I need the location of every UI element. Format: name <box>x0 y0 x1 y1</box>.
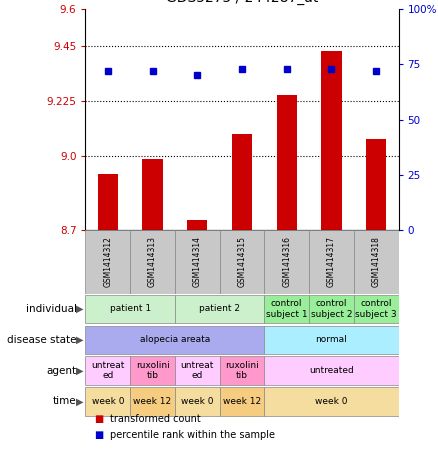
Text: patient 2: patient 2 <box>199 304 240 313</box>
Text: disease state: disease state <box>7 335 77 345</box>
Text: ▶: ▶ <box>76 335 83 345</box>
Text: ▶: ▶ <box>76 366 83 376</box>
Text: ruxolini
tib: ruxolini tib <box>136 361 170 380</box>
Bar <box>265 326 399 354</box>
Bar <box>265 357 399 385</box>
Bar <box>277 95 297 230</box>
Text: individual: individual <box>26 304 77 314</box>
Text: GSM1414317: GSM1414317 <box>327 236 336 287</box>
Bar <box>354 295 399 323</box>
Bar <box>219 357 265 385</box>
Text: alopecia areata: alopecia areata <box>140 335 210 344</box>
Bar <box>354 230 399 294</box>
Bar <box>85 387 130 415</box>
Bar <box>232 135 252 230</box>
Text: transformed count: transformed count <box>110 414 200 424</box>
Bar <box>175 357 219 385</box>
Bar <box>85 295 175 323</box>
Text: GSM1414315: GSM1414315 <box>237 236 247 287</box>
Bar <box>187 220 207 230</box>
Text: week 12: week 12 <box>223 397 261 406</box>
Bar <box>85 326 265 354</box>
Text: time: time <box>53 396 77 406</box>
Bar <box>175 387 219 415</box>
Text: patient 1: patient 1 <box>110 304 151 313</box>
Bar <box>219 387 265 415</box>
Text: untreat
ed: untreat ed <box>180 361 214 380</box>
Text: GSM1414313: GSM1414313 <box>148 236 157 287</box>
Text: ▶: ▶ <box>76 304 83 314</box>
Text: normal: normal <box>316 335 347 344</box>
Text: GSM1414316: GSM1414316 <box>282 236 291 287</box>
Text: untreated: untreated <box>309 366 354 375</box>
Text: control
subject 1: control subject 1 <box>266 299 307 318</box>
Text: ▶: ▶ <box>76 396 83 406</box>
Bar <box>321 51 342 230</box>
Bar <box>85 230 130 294</box>
Text: week 0: week 0 <box>92 397 124 406</box>
Bar <box>175 295 265 323</box>
Text: agent: agent <box>46 366 77 376</box>
Text: ■: ■ <box>94 430 103 440</box>
Bar <box>309 295 354 323</box>
Text: ruxolini
tib: ruxolini tib <box>225 361 259 380</box>
Text: GSM1414314: GSM1414314 <box>193 236 202 287</box>
Text: week 0: week 0 <box>315 397 348 406</box>
Bar <box>130 230 175 294</box>
Text: control
subject 3: control subject 3 <box>355 299 397 318</box>
Bar <box>175 230 219 294</box>
Text: untreat
ed: untreat ed <box>91 361 124 380</box>
Text: percentile rank within the sample: percentile rank within the sample <box>110 430 275 440</box>
Bar <box>265 387 399 415</box>
Text: week 0: week 0 <box>181 397 213 406</box>
Bar <box>85 357 130 385</box>
Text: GSM1414312: GSM1414312 <box>103 236 112 287</box>
Text: GSM1414318: GSM1414318 <box>372 236 381 287</box>
Bar <box>130 357 175 385</box>
Text: ■: ■ <box>94 414 103 424</box>
Bar <box>366 139 386 230</box>
Bar <box>265 295 309 323</box>
Bar <box>98 173 118 230</box>
Bar <box>130 387 175 415</box>
Text: week 12: week 12 <box>134 397 172 406</box>
Bar <box>142 159 162 230</box>
Bar <box>219 230 265 294</box>
Text: control
subject 2: control subject 2 <box>311 299 352 318</box>
Title: GDS5275 / 244287_at: GDS5275 / 244287_at <box>166 0 318 5</box>
Bar <box>309 230 354 294</box>
Bar <box>265 230 309 294</box>
